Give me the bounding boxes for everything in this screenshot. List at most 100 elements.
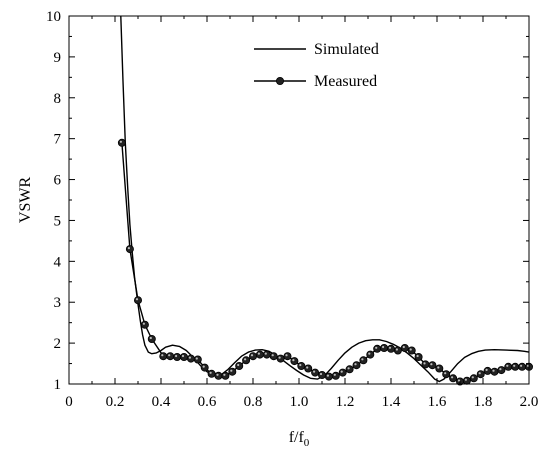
- x-tick-label: 1.2: [336, 394, 355, 410]
- measured-point-highlight: [306, 366, 309, 369]
- measured-point-highlight: [375, 346, 378, 349]
- measured-point-highlight: [142, 322, 145, 325]
- measured-point: [304, 364, 313, 373]
- measured-point: [242, 356, 251, 365]
- measured-point: [200, 363, 209, 372]
- measured-point: [311, 368, 320, 377]
- measured-point: [449, 374, 458, 383]
- y-axis-ticks: 1 2 3 4 5 6 7 8 9 10: [46, 9, 529, 393]
- x-axis-title: f/f0: [289, 429, 310, 449]
- measured-point: [283, 352, 292, 361]
- measured-point: [345, 365, 354, 374]
- x-tick-label: 2.0: [520, 394, 539, 410]
- measured-point-highlight: [271, 354, 274, 357]
- measured-point: [166, 352, 175, 361]
- x-tick-label: 1.0: [290, 394, 309, 410]
- measured-point: [435, 364, 444, 373]
- measured-point: [317, 370, 326, 379]
- measured-point: [147, 334, 156, 343]
- measured-point-highlight: [127, 247, 130, 250]
- measured-point-highlight: [513, 364, 516, 367]
- y-tick-label: 6: [54, 173, 62, 189]
- measured-point: [386, 344, 395, 353]
- measured-point: [407, 346, 416, 355]
- measured-point-highlight: [168, 354, 171, 357]
- measured-point: [373, 344, 382, 353]
- measured-point: [511, 362, 520, 371]
- measured-point-highlight: [354, 363, 357, 366]
- x-tick-label: 1.6: [428, 394, 447, 410]
- measured-point-highlight: [368, 352, 371, 355]
- measured-point-highlight: [216, 373, 219, 376]
- measured-point-highlight: [520, 364, 523, 367]
- measured-point-highlight: [195, 357, 198, 360]
- measured-point: [359, 356, 368, 365]
- measured-point-highlight: [409, 348, 412, 351]
- series-line-measured: [121, 142, 529, 383]
- measured-point-highlight: [250, 354, 254, 357]
- measured-point-highlight: [388, 346, 392, 349]
- measured-point: [476, 370, 485, 379]
- measured-point: [421, 360, 430, 369]
- measured-point-highlight: [451, 376, 454, 379]
- measured-point: [140, 320, 149, 329]
- measured-point: [269, 352, 278, 361]
- measured-point-highlight: [319, 372, 323, 376]
- measured-point: [483, 366, 492, 375]
- measured-point: [290, 357, 299, 366]
- legend-label-measured: Measured: [314, 73, 377, 90]
- measured-point: [518, 362, 527, 371]
- measured-point: [193, 355, 202, 364]
- measured-point-highlight: [299, 363, 302, 367]
- measured-point-highlight: [313, 370, 316, 373]
- measured-point-highlight: [437, 366, 440, 369]
- measured-point-highlight: [326, 374, 329, 377]
- measured-point-highlight: [230, 369, 233, 372]
- y-axis-title: VSWR: [17, 177, 34, 224]
- measured-point: [179, 352, 188, 361]
- x-axis-title-subscript: 0: [304, 437, 310, 449]
- measured-point-highlight: [244, 358, 247, 361]
- measured-point-highlight: [264, 352, 267, 355]
- measured-point-highlight: [285, 354, 288, 357]
- y-tick-label: 1: [54, 377, 62, 393]
- measured-point-highlight: [464, 378, 467, 381]
- measured-point: [497, 366, 506, 375]
- measured-point: [117, 138, 126, 147]
- measured-point-highlight: [430, 363, 433, 366]
- measured-point: [248, 352, 257, 361]
- measured-point: [331, 371, 340, 380]
- measured-point: [400, 343, 409, 352]
- measured-point: [221, 371, 230, 380]
- measured-point-highlight: [209, 371, 212, 374]
- y-tick-label: 7: [54, 132, 62, 148]
- measured-point: [186, 354, 195, 363]
- measured-point-highlight: [395, 348, 398, 351]
- y-tick-label: 4: [54, 254, 62, 270]
- measured-point: [428, 361, 437, 370]
- measured-point: [380, 343, 389, 352]
- measured-point-highlight: [333, 373, 336, 376]
- x-tick-label: 1.8: [474, 394, 493, 410]
- measured-point-highlight: [361, 358, 364, 361]
- measured-point-highlight: [423, 362, 426, 365]
- measured-point: [352, 361, 361, 370]
- legend-marker: [275, 77, 284, 86]
- measured-point: [214, 371, 223, 380]
- x-axis-ticks: 0 0.2 0.4 0.6 0.8 1.0 1.2 1.4 1.6 1.8 2.0: [65, 16, 538, 410]
- x-tick-label: 0.6: [198, 394, 217, 410]
- measured-point: [173, 352, 182, 361]
- legend: Simulated Measured: [254, 41, 379, 90]
- x-tick-label: 0.2: [106, 394, 125, 410]
- measured-point: [159, 352, 168, 361]
- measured-point-highlight: [471, 376, 474, 379]
- series-lines: [120, 16, 529, 383]
- measured-point-highlight: [292, 359, 295, 362]
- y-tick-label: 5: [54, 213, 62, 229]
- measured-point: [414, 352, 423, 361]
- measured-point-highlight: [175, 354, 178, 358]
- measured-point-highlight: [278, 356, 281, 359]
- measured-point: [393, 346, 402, 355]
- measured-point-highlight: [237, 363, 240, 367]
